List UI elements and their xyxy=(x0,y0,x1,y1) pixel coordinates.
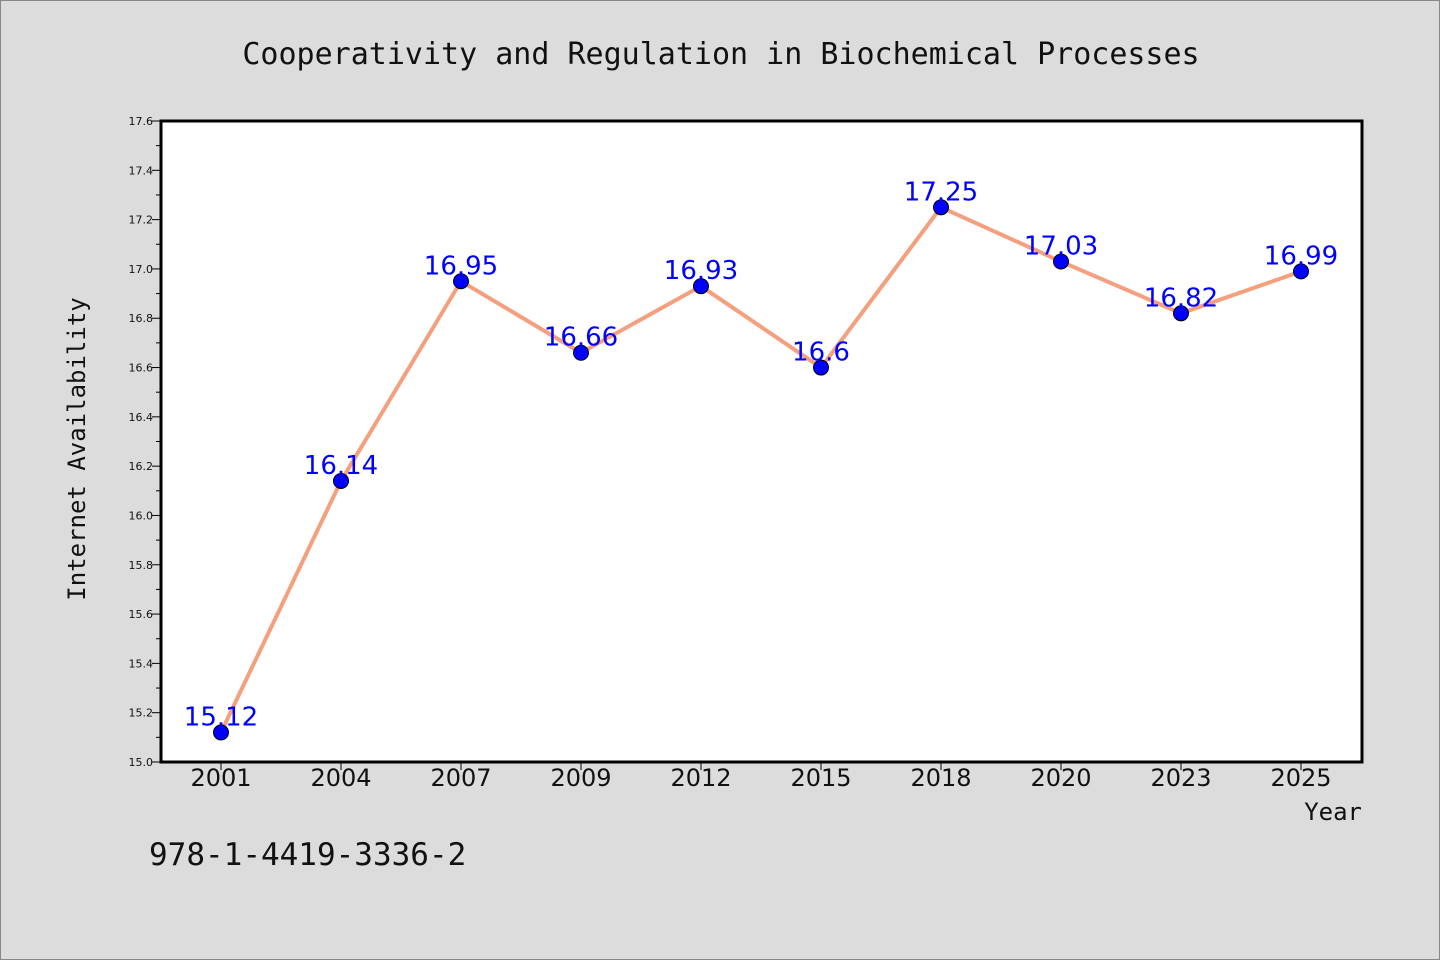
x-tick-label: 2007 xyxy=(430,764,491,792)
data-point xyxy=(573,344,589,361)
y-tick-label: 16.6 xyxy=(129,362,154,375)
data-label: 15.12 xyxy=(184,702,258,732)
y-axis-title: Internet Availability xyxy=(63,297,91,600)
y-tick-label: 15.0 xyxy=(129,756,154,769)
x-axis-title: Year xyxy=(1304,798,1362,826)
data-label: 16.93 xyxy=(664,256,738,286)
y-axis-ticks: 15.0 15.2 15.4 15.6 15.8 16.0 16.2 16.4 16.6 16.8… xyxy=(129,115,161,769)
data-point xyxy=(1293,263,1309,280)
data-series xyxy=(213,199,1309,741)
plot-area xyxy=(159,119,1364,764)
y-tick-label: 17.0 xyxy=(129,263,154,276)
y-tick-label: 17.2 xyxy=(129,214,154,227)
x-tick-label: 2025 xyxy=(1270,764,1331,792)
x-tick-label: 2020 xyxy=(1030,764,1091,792)
x-tick-label: 2009 xyxy=(550,764,611,792)
y-tick-label: 15.4 xyxy=(129,657,154,670)
y-tick-label: 16.8 xyxy=(129,312,154,325)
data-point xyxy=(933,199,949,216)
x-tick-label: 2004 xyxy=(310,764,371,792)
data-point xyxy=(1173,305,1189,322)
data-label: 16.95 xyxy=(424,251,498,281)
data-label: 16.66 xyxy=(544,323,618,353)
isbn-text: 978-1-4419-3336-2 xyxy=(149,837,466,873)
data-point xyxy=(813,359,829,376)
x-tick-label: 2015 xyxy=(790,764,851,792)
data-label: 16.99 xyxy=(1264,241,1338,271)
y-tick-label: 16.2 xyxy=(129,460,154,473)
chart-title: Cooperativity and Regulation in Biochemi… xyxy=(242,37,1199,72)
y-tick-label: 16.0 xyxy=(129,509,154,522)
y-tick-label: 15.8 xyxy=(129,559,154,572)
x-tick-label: 2012 xyxy=(670,764,731,792)
data-labels: 15.12 16.14 16.95 16.66 16.93 16.6 17.25 17.03 1… xyxy=(184,177,1338,732)
data-label: 16.6 xyxy=(792,338,850,368)
series-line xyxy=(219,205,1302,734)
data-label: 17.03 xyxy=(1024,232,1098,262)
x-tick-label: 2001 xyxy=(190,764,251,792)
data-label: 16.82 xyxy=(1144,283,1218,313)
data-point xyxy=(213,724,229,741)
data-point xyxy=(1053,253,1069,270)
y-tick-label: 17.4 xyxy=(129,164,154,177)
y-tick-label: 16.4 xyxy=(129,411,154,424)
data-label: 16.14 xyxy=(304,451,378,481)
x-axis-ticks: 2001 2004 2007 2009 2012 2015 2018 2020 2023 2025 xyxy=(190,762,1332,792)
data-point xyxy=(453,273,469,290)
data-point xyxy=(693,278,709,295)
y-tick-label: 15.6 xyxy=(129,608,154,621)
data-point xyxy=(333,472,349,489)
y-tick-label: 17.6 xyxy=(129,115,154,128)
x-tick-label: 2018 xyxy=(910,764,971,792)
x-tick-label: 2023 xyxy=(1150,764,1211,792)
data-label: 17.25 xyxy=(904,177,978,207)
y-tick-label: 15.2 xyxy=(129,707,154,720)
